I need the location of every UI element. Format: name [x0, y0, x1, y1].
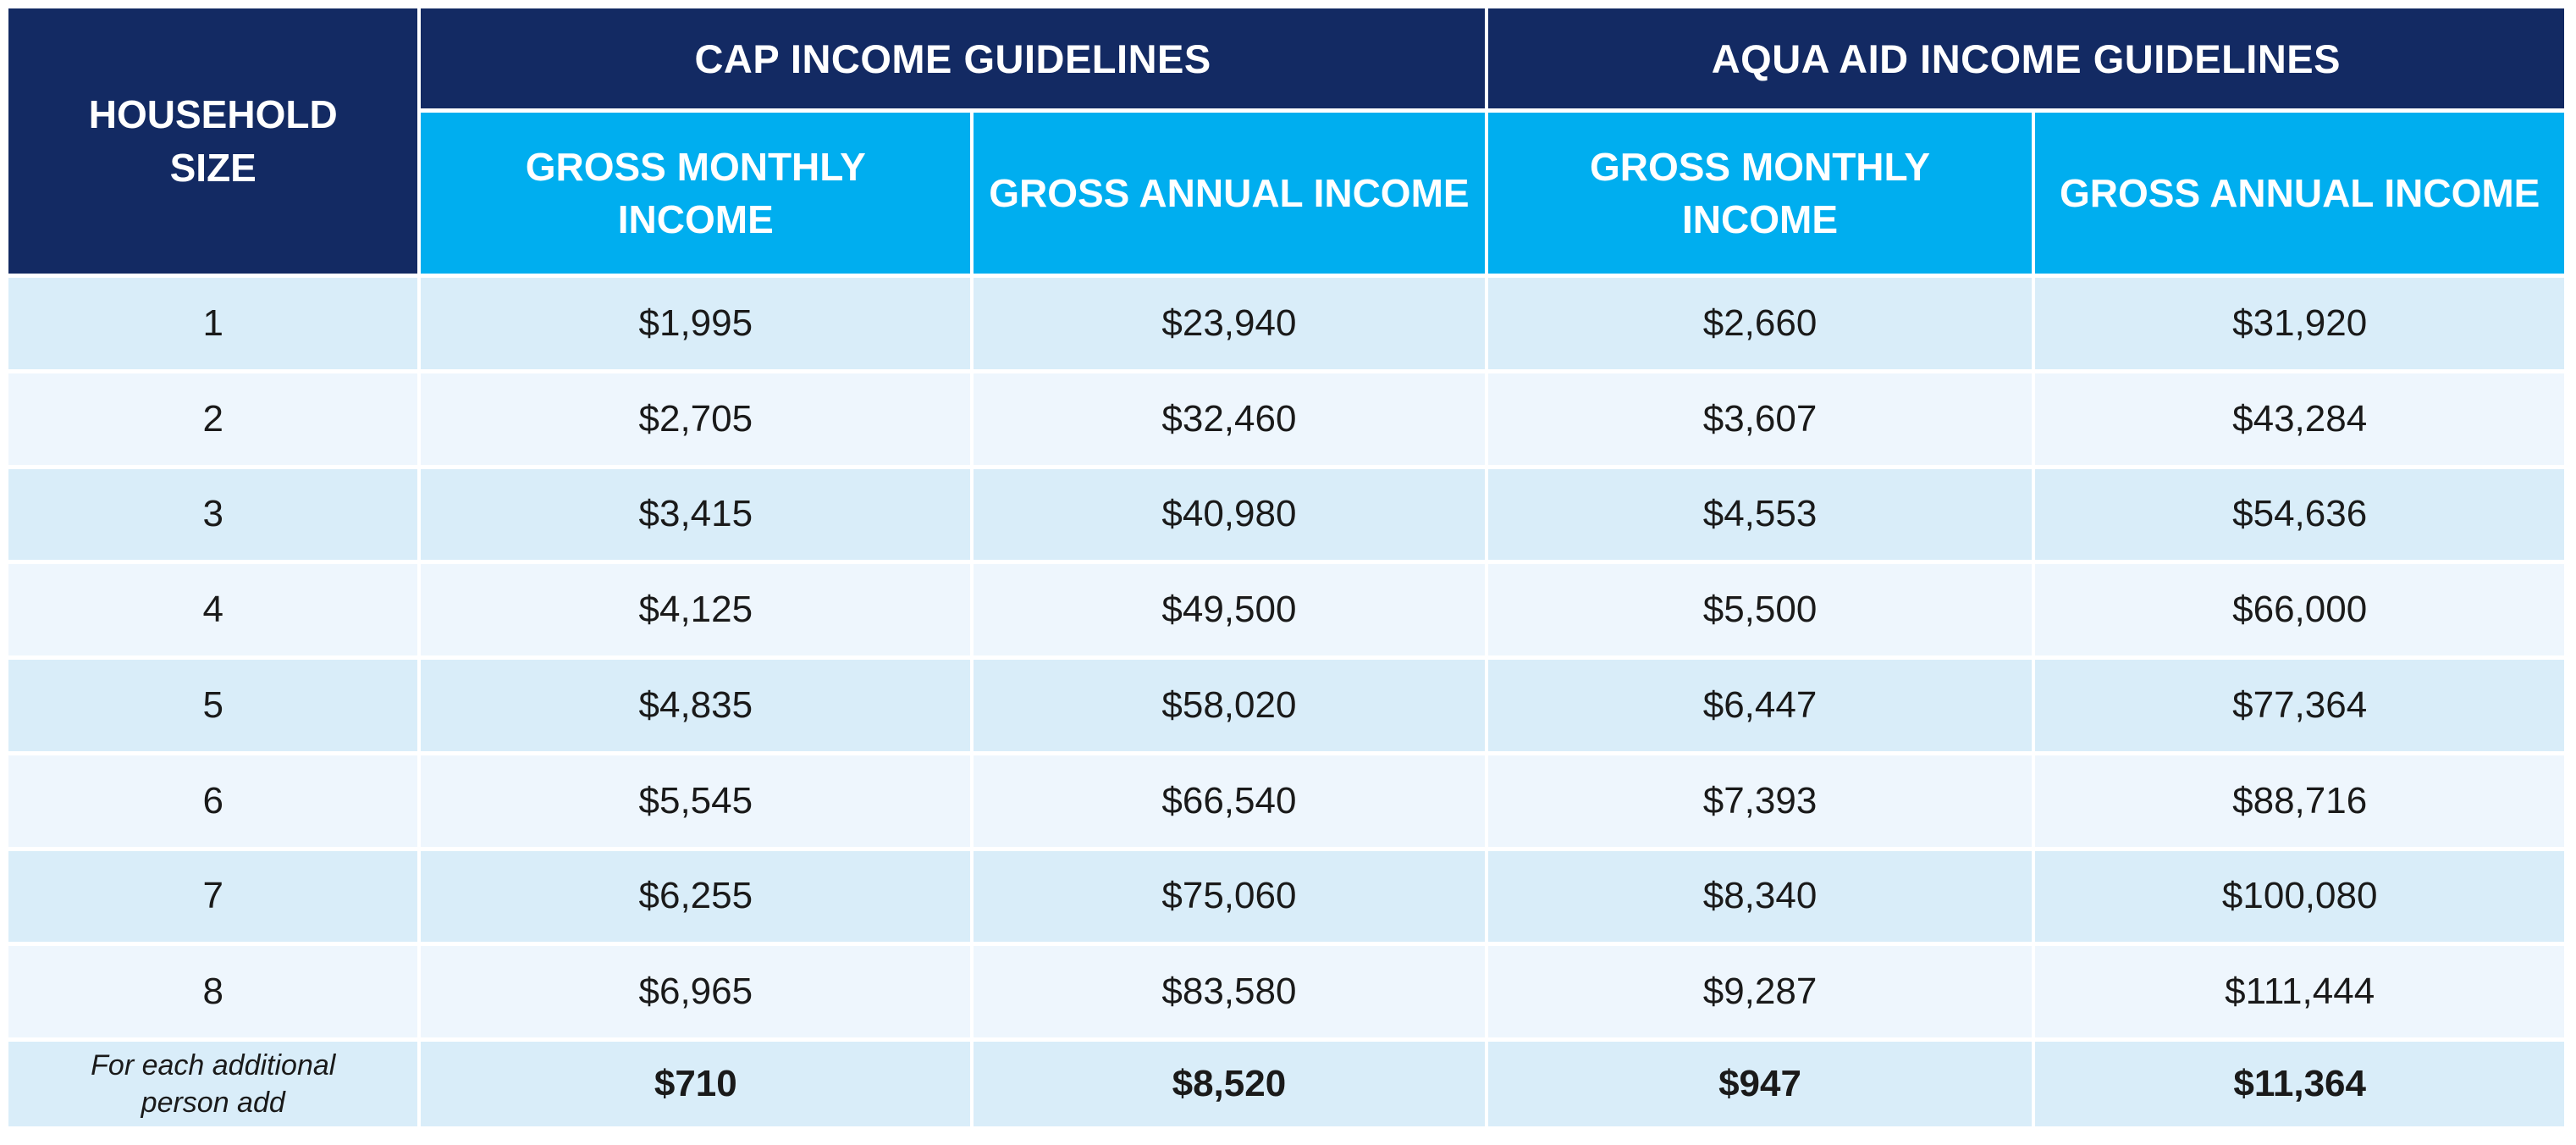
- cell-aqua-gross-annual-income: $31,920: [2035, 278, 2564, 369]
- table-body: 1 $1,995 $23,940 $2,660 $31,920 2 $2,705 $32,46…: [8, 278, 2564, 1126]
- cell-cap-gross-annual-income: $49,500: [974, 564, 1485, 655]
- cell-cap-gross-monthly-income: $1,995: [421, 278, 971, 369]
- aqua-gross-annual-income-header: GROSS ANNUAL INCOME: [2035, 113, 2564, 274]
- cell-household-size: 7: [8, 850, 418, 943]
- sub-header-row: GROSS MONTHLY INCOME GROSS ANNUAL INCOME…: [8, 113, 2564, 274]
- cap-income-guidelines-header: CAP INCOME GUIDELINES: [421, 8, 1485, 108]
- table-row: 3 $3,415 $40,980 $4,553 $54,636: [8, 468, 2564, 561]
- cell-cap-gross-annual-income: $8,520: [974, 1042, 1485, 1126]
- group-header-row: HOUSEHOLD SIZE CAP INCOME GUIDELINES AQU…: [8, 8, 2564, 274]
- cell-aqua-gross-annual-income: $111,444: [2035, 946, 2564, 1037]
- cell-cap-gross-monthly-income: $3,415: [421, 468, 971, 561]
- cell-aqua-gross-annual-income: $43,284: [2035, 373, 2564, 465]
- aqua-gross-monthly-income-header: GROSS MONTHLY INCOME: [1487, 113, 2033, 274]
- table-row: 1 $1,995 $23,940 $2,660 $31,920: [8, 278, 2564, 369]
- cell-cap-gross-annual-income: $58,020: [974, 660, 1485, 751]
- cell-household-size: 2: [8, 373, 418, 465]
- additional-person-label: For each additional person add: [8, 1042, 418, 1126]
- cell-aqua-gross-annual-income: $77,364: [2035, 660, 2564, 751]
- cell-aqua-gross-monthly-income: $3,607: [1487, 373, 2033, 465]
- table-row: 6 $5,545 $66,540 $7,393 $88,716: [8, 755, 2564, 847]
- cell-cap-gross-annual-income: $23,940: [974, 278, 1485, 369]
- cell-aqua-gross-monthly-income: $947: [1487, 1042, 2033, 1126]
- table-row: 2 $2,705 $32,460 $3,607 $43,284: [8, 373, 2564, 465]
- cell-household-size: 3: [8, 468, 418, 561]
- cell-cap-gross-annual-income: $75,060: [974, 850, 1485, 943]
- cell-aqua-gross-monthly-income: $6,447: [1487, 660, 2033, 751]
- cell-cap-gross-annual-income: $40,980: [974, 468, 1485, 561]
- cell-aqua-gross-monthly-income: $7,393: [1487, 755, 2033, 847]
- table-row: 5 $4,835 $58,020 $6,447 $77,364: [8, 660, 2564, 751]
- cell-aqua-gross-annual-income: $11,364: [2035, 1042, 2564, 1126]
- cell-aqua-gross-annual-income: $66,000: [2035, 564, 2564, 655]
- cell-aqua-gross-annual-income: $100,080: [2035, 850, 2564, 943]
- cell-cap-gross-monthly-income: $710: [421, 1042, 971, 1126]
- cell-aqua-gross-annual-income: $54,636: [2035, 468, 2564, 561]
- cell-household-size: 5: [8, 660, 418, 751]
- cell-aqua-gross-monthly-income: $2,660: [1487, 278, 2033, 369]
- table-row: 8 $6,965 $83,580 $9,287 $111,444: [8, 946, 2564, 1037]
- cell-cap-gross-annual-income: $32,460: [974, 373, 1485, 465]
- cell-household-size: 1: [8, 278, 418, 369]
- income-guidelines-table: HOUSEHOLD SIZE CAP INCOME GUIDELINES AQU…: [5, 4, 2568, 1131]
- table-row: 7 $6,255 $75,060 $8,340 $100,080: [8, 850, 2564, 943]
- cell-cap-gross-annual-income: $66,540: [974, 755, 1485, 847]
- cell-aqua-gross-monthly-income: $5,500: [1487, 564, 2033, 655]
- table-row: 4 $4,125 $49,500 $5,500 $66,000: [8, 564, 2564, 655]
- cell-cap-gross-monthly-income: $4,835: [421, 660, 971, 751]
- cell-cap-gross-monthly-income: $6,965: [421, 946, 971, 1037]
- aqua-aid-income-guidelines-header: AQUA AID INCOME GUIDELINES: [1487, 8, 2564, 108]
- cell-household-size: 4: [8, 564, 418, 655]
- table-header: HOUSEHOLD SIZE CAP INCOME GUIDELINES AQU…: [8, 8, 2564, 274]
- household-size-header: HOUSEHOLD SIZE: [8, 8, 418, 274]
- cell-aqua-gross-monthly-income: $8,340: [1487, 850, 2033, 943]
- cell-aqua-gross-annual-income: $88,716: [2035, 755, 2564, 847]
- cap-gross-annual-income-header: GROSS ANNUAL INCOME: [974, 113, 1485, 274]
- cell-household-size: 8: [8, 946, 418, 1037]
- additional-person-row: For each additional person add $710 $8,520…: [8, 1042, 2564, 1126]
- cell-cap-gross-monthly-income: $5,545: [421, 755, 971, 847]
- cell-aqua-gross-monthly-income: $4,553: [1487, 468, 2033, 561]
- cell-cap-gross-monthly-income: $6,255: [421, 850, 971, 943]
- cell-cap-gross-annual-income: $83,580: [974, 946, 1485, 1037]
- cell-cap-gross-monthly-income: $2,705: [421, 373, 971, 465]
- income-guidelines-table-wrap: HOUSEHOLD SIZE CAP INCOME GUIDELINES AQU…: [5, 4, 2568, 1131]
- cell-aqua-gross-monthly-income: $9,287: [1487, 946, 2033, 1037]
- cap-gross-monthly-income-header: GROSS MONTHLY INCOME: [421, 113, 971, 274]
- cell-cap-gross-monthly-income: $4,125: [421, 564, 971, 655]
- cell-household-size: 6: [8, 755, 418, 847]
